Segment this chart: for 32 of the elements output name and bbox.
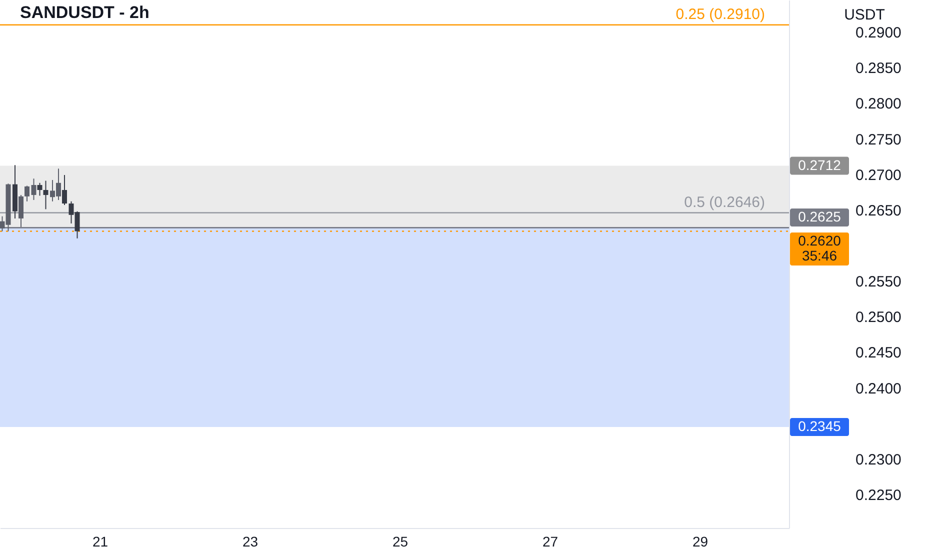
y-tick-label: 0.2700 [856, 166, 902, 184]
ref-line-label: 0.2620 [798, 232, 842, 248]
candlestick [18, 194, 24, 228]
y-tick-label: 0.2300 [856, 451, 902, 468]
y-tick-label: 0.2850 [856, 60, 902, 78]
candlestick [43, 180, 48, 210]
annotation: 0.5 (0.2646) [684, 194, 766, 211]
band-label: 0.2345 [798, 418, 842, 434]
ref-line-label: 0.2625 [798, 208, 842, 224]
candlestick [62, 174, 67, 206]
band-label: 0.2712 [798, 156, 842, 173]
y-tick-label: 0.2900 [856, 24, 902, 42]
y-tick-label: 0.2550 [856, 274, 902, 291]
y-tick-label: 0.2800 [856, 96, 902, 113]
x-tick-label: 21 [92, 534, 108, 550]
y-axis-title: USDT [844, 6, 885, 24]
text: 35:46 [802, 247, 838, 264]
x-tick-label: 25 [392, 534, 408, 550]
annotation: 0.25 (0.2910) [676, 6, 765, 23]
y-tick-label: 0.2750 [856, 131, 902, 148]
y-tick-label: 0.2400 [856, 380, 902, 398]
y-tick-label: 0.2500 [856, 309, 902, 326]
candlestick [31, 178, 36, 200]
x-tick-label: 27 [542, 534, 558, 550]
x-tick-label: 23 [242, 534, 258, 550]
y-tick-label: 0.2250 [856, 487, 902, 504]
candlestick [37, 182, 42, 196]
y-tick-label: 0.2450 [856, 344, 902, 362]
chart-title: SANDUSDT - 2h [20, 3, 150, 22]
candlestick [24, 185, 30, 202]
x-tick-label: 29 [692, 534, 708, 550]
y-tick-label: 0.2650 [856, 202, 902, 220]
